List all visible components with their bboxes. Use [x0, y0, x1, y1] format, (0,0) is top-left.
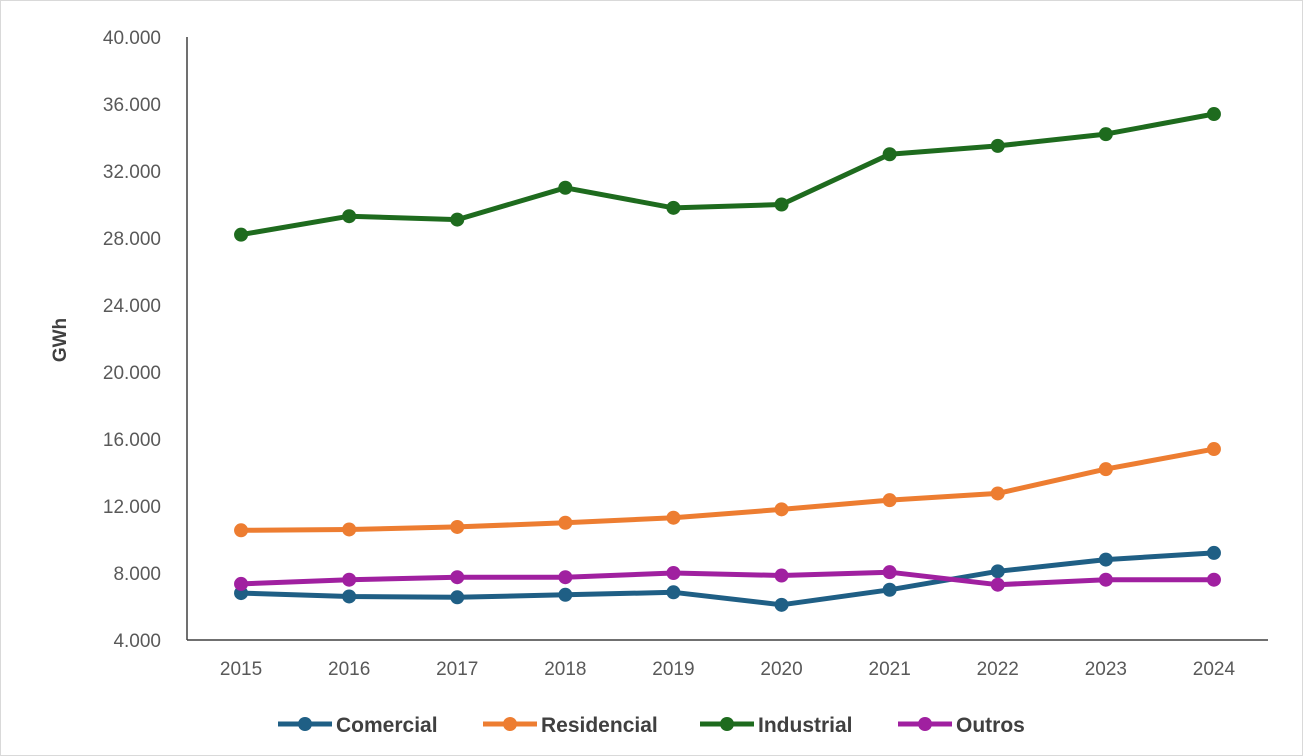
series-line [238, 111, 1217, 238]
x-tick-label: 2023 [1085, 659, 1127, 680]
y-tick-label: 32.000 [103, 162, 161, 183]
data-point [342, 209, 357, 224]
legend-label: Industrial [758, 714, 853, 737]
data-point [882, 493, 897, 508]
data-point [1098, 462, 1113, 477]
data-point [558, 515, 573, 530]
x-tick-label: 2017 [436, 659, 478, 680]
data-point [450, 212, 465, 227]
data-point [558, 587, 573, 602]
series-line [238, 550, 1217, 608]
data-point [774, 502, 789, 517]
data-point [450, 590, 465, 605]
y-tick-label: 8.000 [113, 564, 161, 585]
data-point [990, 577, 1005, 592]
series-industrial [234, 107, 1221, 242]
data-point [666, 510, 681, 525]
data-point [990, 486, 1005, 501]
legend: Comercial Residencial Industrial Outros [278, 714, 1025, 737]
legend-label: Comercial [336, 714, 438, 737]
legend-swatch-marker [918, 717, 932, 731]
data-point [450, 570, 465, 585]
legend-label: Residencial [541, 714, 658, 737]
y-tick-label: 40.000 [103, 28, 161, 49]
data-point [234, 227, 249, 242]
series-outros [234, 565, 1221, 592]
data-point [342, 572, 357, 587]
legend-swatch-marker [503, 717, 517, 731]
data-point [990, 138, 1005, 153]
legend-item-outros: Outros [898, 714, 1025, 737]
axes [186, 37, 1268, 641]
y-axis-label: GWh [50, 318, 71, 362]
data-point [1098, 127, 1113, 142]
legend-item-comercial: Comercial [278, 714, 438, 737]
data-point [450, 519, 465, 534]
data-point [234, 576, 249, 591]
y-tick-label: 20.000 [103, 363, 161, 384]
data-point [558, 570, 573, 585]
data-point [666, 585, 681, 600]
data-point [774, 568, 789, 583]
series-line [238, 569, 1217, 588]
data-point [882, 147, 897, 162]
y-tick-label: 24.000 [103, 296, 161, 317]
data-point [342, 522, 357, 537]
data-point [1206, 572, 1221, 587]
legend-swatch-marker [720, 717, 734, 731]
x-tick-labels: 2015 2016 2017 2018 2019 2020 2021 2022 2023 2024 [220, 659, 1236, 680]
y-tick-label: 12.000 [103, 497, 161, 518]
legend-item-industrial: Industrial [700, 714, 853, 737]
x-tick-label: 2024 [1193, 659, 1236, 680]
data-point [342, 589, 357, 604]
series-line [238, 446, 1217, 533]
series-group [234, 107, 1221, 612]
x-tick-label: 2015 [220, 659, 262, 680]
x-tick-label: 2016 [328, 659, 370, 680]
x-tick-label: 2022 [977, 659, 1019, 680]
legend-swatch-marker [298, 717, 312, 731]
y-tick-label: 4.000 [113, 631, 161, 652]
series-comercial [234, 545, 1221, 612]
data-point [666, 200, 681, 215]
y-tick-label: 16.000 [103, 430, 161, 451]
data-point [234, 523, 249, 538]
y-tick-labels: 4.000 8.000 12.000 16.000 20.000 24.000 28.000… [103, 28, 161, 652]
data-point [774, 597, 789, 612]
series-residencial [234, 442, 1221, 538]
x-tick-label: 2019 [652, 659, 694, 680]
data-point [1206, 545, 1221, 560]
data-point [666, 566, 681, 580]
data-point [558, 180, 573, 195]
x-tick-label: 2020 [760, 659, 802, 680]
data-point [1098, 572, 1113, 587]
legend-label: Outros [956, 714, 1025, 737]
y-tick-label: 28.000 [103, 229, 161, 250]
data-point [882, 565, 897, 580]
legend-item-residencial: Residencial [483, 714, 658, 737]
data-point [882, 582, 897, 597]
data-point [774, 197, 789, 212]
x-tick-label: 2018 [544, 659, 586, 680]
data-point [1206, 107, 1221, 122]
data-point [1098, 552, 1113, 567]
x-tick-label: 2021 [869, 659, 911, 680]
data-point [990, 564, 1005, 579]
data-point [1206, 442, 1221, 457]
y-tick-label: 36.000 [103, 95, 161, 116]
